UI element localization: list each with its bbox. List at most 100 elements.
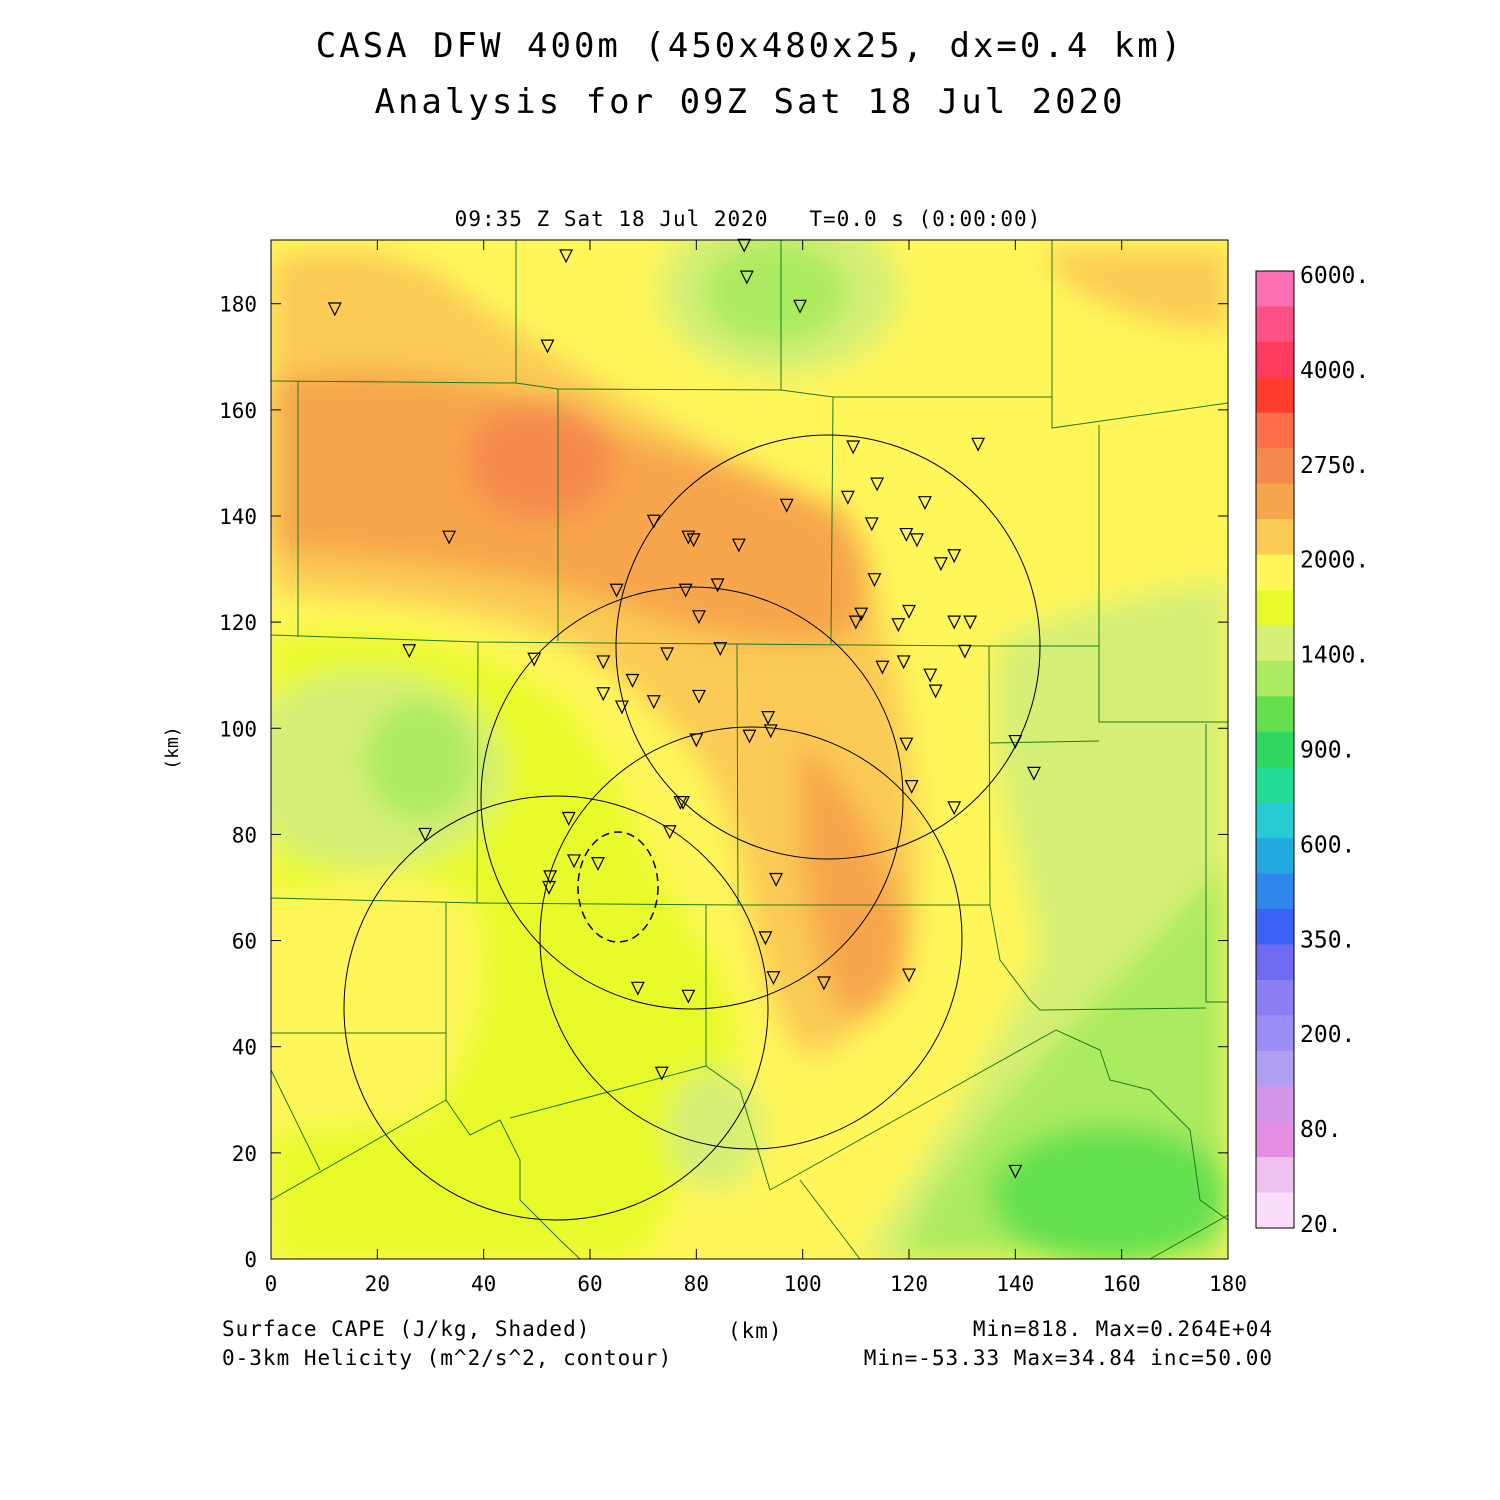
colorbar-swatch xyxy=(1256,271,1294,307)
y-tick-label: 140 xyxy=(219,505,257,529)
station-marker xyxy=(731,538,746,553)
station-marker xyxy=(739,270,754,285)
station-marker xyxy=(947,801,962,816)
colorbar-label: 6000. xyxy=(1300,263,1369,289)
station-marker xyxy=(542,880,557,895)
y-tick-label: 40 xyxy=(232,1036,257,1060)
y-axis-label: (km) xyxy=(162,726,183,769)
colorbar-swatch xyxy=(1256,554,1294,591)
station-marker xyxy=(630,981,645,996)
station-marker xyxy=(875,660,890,675)
station-marker xyxy=(692,610,706,625)
colorbar-swatch xyxy=(1256,696,1294,733)
x-axis-label: (km) xyxy=(728,1319,783,1343)
station-marker xyxy=(891,618,906,633)
station-marker xyxy=(896,655,911,670)
colorbar-swatch xyxy=(1256,483,1294,520)
colorbar-swatch xyxy=(1256,909,1294,945)
station-marker xyxy=(692,689,706,704)
colorbar-swatch xyxy=(1256,412,1294,449)
station-marker xyxy=(742,729,757,744)
y-tick-label: 100 xyxy=(219,717,257,741)
colorbar-swatch xyxy=(1256,979,1294,1016)
station-marker xyxy=(442,530,457,545)
station-marker xyxy=(971,437,986,452)
station-marker xyxy=(596,655,611,670)
x-tick-label: 0 xyxy=(265,1272,278,1296)
station-marker xyxy=(713,642,728,657)
valid-time-subtitle: 09:35 Z Sat 18 Jul 2020 T=0.0 s (0:00:00… xyxy=(455,207,1042,231)
colorbar-label: 350. xyxy=(1300,927,1355,953)
plot-frame xyxy=(270,239,1229,1260)
helicity-field-label: 0-3km Helicity (m^2/s^2, contour) xyxy=(222,1346,673,1370)
county-boundaries xyxy=(271,240,1228,1259)
station-marker xyxy=(840,490,855,505)
y-tick-label: 80 xyxy=(232,823,257,847)
x-tick-label: 80 xyxy=(684,1272,709,1296)
station-marker xyxy=(933,557,948,572)
colorbar-label: 200. xyxy=(1300,1022,1355,1048)
y-tick-label: 120 xyxy=(219,611,257,635)
station-marker xyxy=(904,780,919,794)
y-tick-label: 180 xyxy=(219,293,257,317)
station-marker xyxy=(902,604,916,619)
colorbar-swatch xyxy=(1256,519,1294,556)
station-marker xyxy=(591,857,605,871)
station-marker xyxy=(660,647,675,662)
station-marker xyxy=(816,976,831,991)
y-tick-label: 0 xyxy=(244,1248,257,1272)
station-marker xyxy=(758,931,773,946)
station-marker xyxy=(527,652,542,667)
station-marker xyxy=(769,872,784,887)
colorbar-swatch xyxy=(1256,1121,1294,1158)
station-marker xyxy=(846,440,861,455)
station-marker xyxy=(646,514,661,529)
station-marker xyxy=(854,607,869,622)
y-tick-label: 60 xyxy=(232,930,257,954)
y-tick-label: 20 xyxy=(232,1142,257,1166)
title-line-2: Analysis for 09Z Sat 18 Jul 2020 xyxy=(374,82,1126,122)
station-marker xyxy=(625,673,640,688)
station-marker xyxy=(654,1066,669,1081)
station-marker xyxy=(737,238,752,253)
colorbar-swatch xyxy=(1256,767,1294,804)
station-marker xyxy=(609,583,624,598)
colorbar-swatch xyxy=(1256,1015,1294,1052)
station-marker xyxy=(793,299,807,314)
colorbar-label: 900. xyxy=(1300,738,1355,764)
colorbar-label: 80. xyxy=(1300,1117,1342,1143)
colorbar-swatch xyxy=(1256,306,1294,343)
station-marker xyxy=(902,968,916,983)
station-marker xyxy=(867,573,882,588)
station-marker xyxy=(418,827,433,842)
station-marker xyxy=(910,533,924,548)
station-marker xyxy=(561,811,576,826)
station-marker xyxy=(327,302,342,317)
station-marker xyxy=(543,870,558,885)
colorbar-swatch xyxy=(1256,1050,1294,1087)
cape-min-max: Min=818. Max=0.264E+04 xyxy=(972,1317,1273,1341)
colorbar-swatch xyxy=(1256,590,1294,626)
colorbar-swatch xyxy=(1256,838,1294,875)
colorbar-swatch xyxy=(1256,731,1294,768)
colorbar-frame xyxy=(1255,270,1295,1229)
colorbar-swatch xyxy=(1256,802,1294,839)
colorbar: 6000. 4000. 2750. 2000. 1400. 900. 600. 350. 200… xyxy=(1255,263,1369,1238)
station-marker xyxy=(779,498,794,513)
station-marker xyxy=(899,737,914,752)
colorbar-swatch xyxy=(1256,660,1294,697)
station-marker xyxy=(1008,1164,1023,1179)
station-marker xyxy=(681,530,696,545)
station-marker xyxy=(686,533,701,548)
station-marker xyxy=(646,695,661,710)
colorbar-label: 2750. xyxy=(1300,453,1369,479)
station-marker xyxy=(567,854,582,869)
cape-field-label: Surface CAPE (J/kg, Shaded) xyxy=(222,1317,591,1341)
x-tick-label: 20 xyxy=(365,1272,390,1296)
station-marker xyxy=(947,549,962,564)
station-marker xyxy=(848,615,863,630)
colorbar-label: 600. xyxy=(1300,832,1355,858)
station-marker xyxy=(947,615,962,630)
station-marker xyxy=(761,711,776,725)
station-marker xyxy=(540,339,555,354)
